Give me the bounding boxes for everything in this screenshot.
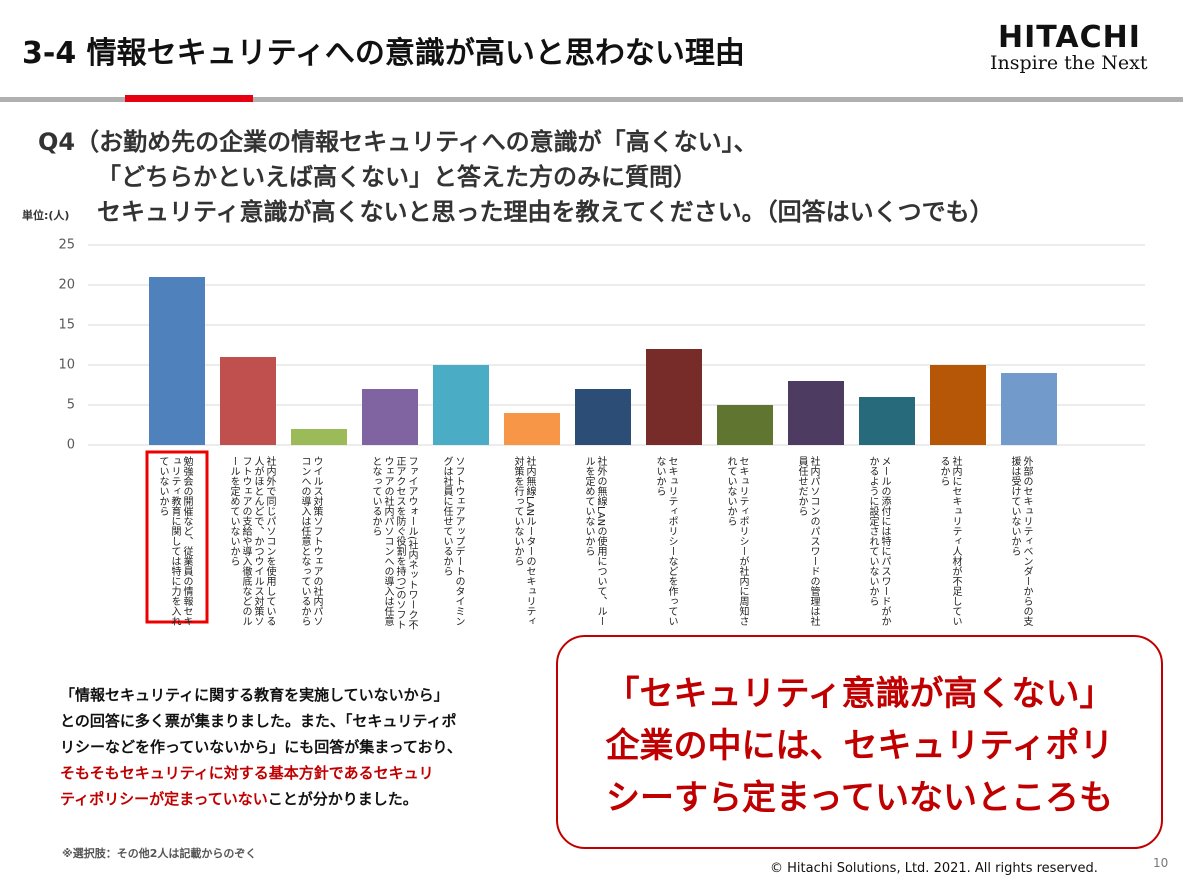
bar	[717, 405, 773, 445]
bar	[859, 397, 915, 445]
summary-line: との回答に多く票が集まりました。また、「セキュリティポ	[60, 708, 462, 734]
question-line: 「どちらかといえば高くない」と答えた方のみに質問）	[97, 163, 697, 191]
header-accent	[125, 95, 253, 102]
copyright: © Hitachi Solutions, Ltd. 2021. All righ…	[770, 861, 1098, 876]
bar	[930, 365, 986, 445]
summary-text: ティポリシーが定まっていない	[60, 790, 268, 808]
x-tick-label: ファイアウォール(社内ネットワーク不正アクセスを防ぐ役割を持つ)のソフトウェアの…	[370, 456, 417, 630]
summary-text: リシーなどを作っていないから」にも回答が集まっており、	[60, 738, 462, 756]
x-tick-label: 社内無線LANルーターのセキュリティ対策を行っていないから	[512, 456, 535, 627]
footnote: ※選択肢：その他2人は記載からのぞく	[62, 847, 257, 860]
y-tick-label: 20	[58, 278, 75, 293]
y-tick-label: 0	[67, 438, 75, 453]
summary-text: との回答に多く票が集まりました。また、「セキュリティポ	[60, 712, 457, 730]
callout-line: 企業の中には、セキュリティポリ	[605, 726, 1114, 766]
x-tick-label: 勉強会の開催など、従業員の情報セキュリティ教育に関しては特に力を入れていないから	[157, 456, 192, 626]
y-tick-label: 15	[58, 318, 75, 333]
x-tick-label: 社内パソコンのパスワードの管理は社員任せだから	[796, 456, 819, 626]
question-line: セキュリティ意識が高くないと思った理由を教えてください。（回答はいくつでも）	[97, 198, 994, 226]
unit-label: 単位:(人)	[22, 208, 69, 222]
bar	[433, 365, 489, 445]
x-tick-label: セキュリティポリシーなどを作っていないから	[654, 456, 677, 626]
callout-line: シーすら定まっていないところも	[606, 778, 1113, 818]
x-tick-label: 社外の無線LANの使用について、ルールを定めていないから	[583, 456, 606, 627]
highlight-box	[145, 450, 209, 624]
summary-text: 「情報セキュリティに関する教育を実施していないから」	[60, 686, 449, 704]
summary-line: リシーなどを作っていないから」にも回答が集まっており、	[60, 734, 462, 760]
bar	[788, 381, 844, 445]
tagline: Inspire the Next	[990, 52, 1148, 74]
summary-line: そもそもセキュリティに対する基本方針であるセキュリ	[60, 760, 462, 786]
x-tick-label: メールの添付には特にパスワードがかかるように設定されていないから	[867, 456, 890, 626]
bar	[291, 429, 347, 445]
callout-line: 「セキュリティ意識が高くない」	[605, 674, 1114, 714]
bar	[149, 277, 205, 445]
bar	[362, 389, 418, 445]
summary-line: ティポリシーが定まっていないことが分かりました。	[60, 786, 462, 812]
x-tick-label: 社内にセキュリティ人材が不足しているから	[938, 456, 961, 626]
header-rule	[0, 97, 1183, 102]
summary-text: ことが分かりました。	[267, 790, 418, 808]
bar	[220, 357, 276, 445]
summary: 「情報セキュリティに関する教育を実施していないから」 との回答に多く票が集まりまし…	[60, 682, 462, 812]
slide-title: 3-4 情報セキュリティへの意識が高いと思わない理由	[22, 36, 745, 71]
bar	[646, 349, 702, 445]
bar	[1001, 373, 1057, 445]
x-tick-label: ソフトウェアアップデートのタイミングは社員に任せているから	[441, 456, 464, 626]
question-line: Q4（お勤め先の企業の情報セキュリティへの意識が「高くない」、	[38, 128, 758, 156]
summary-text: そもそもセキュリティに対する基本方針であるセキュリ	[60, 764, 434, 782]
x-tick-label: 外部のセキュリティベンダーからの支援は受けていないから	[1009, 456, 1032, 626]
y-tick-label: 10	[58, 358, 75, 373]
y-tick-label: 5	[67, 398, 75, 413]
summary-line: 「情報セキュリティに関する教育を実施していないから」	[60, 682, 462, 708]
page-number: 10	[1153, 856, 1169, 870]
y-tick-label: 25	[58, 238, 75, 253]
x-tick-label: ウイルス対策ソフトウェアの社内パソコンへの導入は任意となっているから	[299, 456, 322, 626]
bar	[504, 413, 560, 445]
x-tick-label: 社内外で同じパソコンを使用している人がほとんどで、かつウイルス対策ソフトウェアの…	[228, 456, 275, 626]
x-tick-label: セキュリティポリシーが社内に周知されていないから	[725, 456, 748, 626]
callout: 「セキュリティ意識が高くない」 企業の中には、セキュリティポリ シーすら定まっていな…	[557, 668, 1162, 824]
callout-box	[556, 635, 1163, 849]
logo: HITACHI	[998, 20, 1141, 55]
bar	[575, 389, 631, 445]
